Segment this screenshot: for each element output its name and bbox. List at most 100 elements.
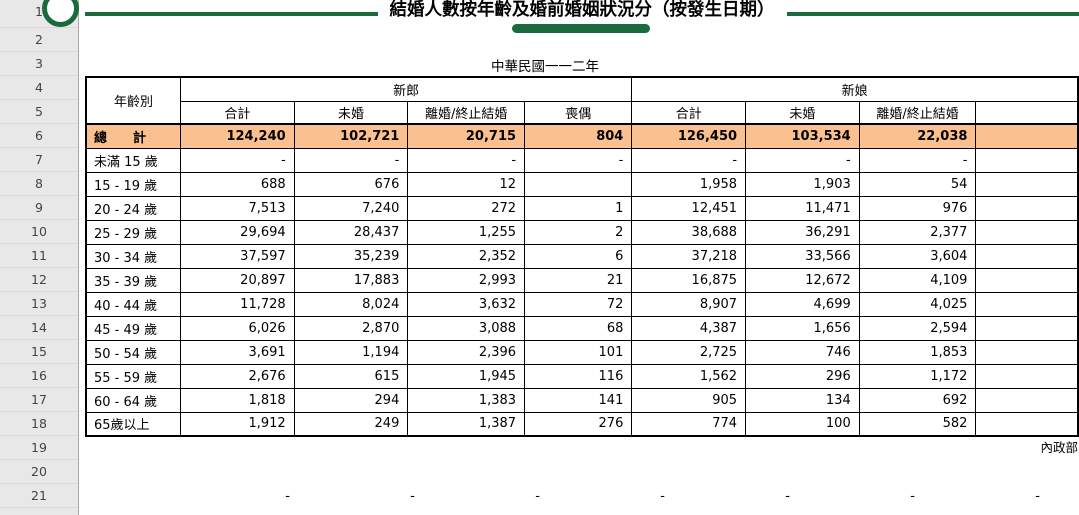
value-cell[interactable]: 746 <box>745 339 860 365</box>
age-label-cell[interactable]: 55 - 59 歲 <box>85 363 181 389</box>
age-label-cell[interactable]: 45 - 49 歲 <box>85 315 181 341</box>
column-header[interactable]: 未婚 <box>745 100 860 125</box>
value-cell[interactable]: 20,897 <box>179 267 295 293</box>
value-cell[interactable]: 101 <box>524 339 633 365</box>
row-number[interactable]: 3 <box>0 52 78 76</box>
value-cell[interactable]: 1,562 <box>631 363 747 389</box>
value-cell[interactable]: 29,694 <box>179 219 295 245</box>
value-cell[interactable]: 100 <box>745 411 860 437</box>
value-cell[interactable]: 103,534 <box>745 123 860 149</box>
age-label-cell[interactable]: 65歲以上 <box>85 411 181 437</box>
row-number[interactable]: 7 <box>0 148 78 172</box>
value-cell[interactable]: 905 <box>631 387 747 413</box>
dash-cell[interactable]: - <box>785 489 790 504</box>
value-cell[interactable]: 7,513 <box>179 195 295 221</box>
value-cell[interactable]: 249 <box>293 411 409 437</box>
value-cell[interactable]: 976 <box>858 195 977 221</box>
age-label-cell[interactable]: 35 - 39 歲 <box>85 267 181 293</box>
value-cell[interactable]: 7,240 <box>293 195 409 221</box>
age-label-cell[interactable]: 30 - 34 歲 <box>85 243 181 269</box>
column-header[interactable]: 合計 <box>631 100 747 125</box>
value-cell[interactable]: 102,721 <box>293 123 409 149</box>
value-cell[interactable]: 134 <box>745 387 860 413</box>
value-cell[interactable]: - <box>524 147 633 173</box>
value-cell[interactable]: 676 <box>293 171 409 197</box>
value-cell[interactable] <box>975 147 1079 173</box>
value-cell[interactable]: 1,853 <box>858 339 977 365</box>
value-cell[interactable]: 2,396 <box>407 339 526 365</box>
value-cell[interactable] <box>975 363 1079 389</box>
value-cell[interactable]: 3,088 <box>407 315 526 341</box>
column-header[interactable]: 離婚/終止結婚 <box>407 100 526 125</box>
value-cell[interactable]: 2,870 <box>293 315 409 341</box>
report-title[interactable]: 結婚人數按年齡及婚前婚姻狀況分（按發生日期） <box>377 0 787 23</box>
value-cell[interactable]: 294 <box>293 387 409 413</box>
value-cell[interactable]: 16,875 <box>631 267 747 293</box>
value-cell[interactable]: 1,172 <box>858 363 977 389</box>
value-cell[interactable]: 3,632 <box>407 291 526 317</box>
value-cell[interactable]: 2,352 <box>407 243 526 269</box>
row-number[interactable]: 10 <box>0 220 78 244</box>
value-cell[interactable] <box>524 171 633 197</box>
value-cell[interactable]: 2,676 <box>179 363 295 389</box>
value-cell[interactable]: - <box>179 147 295 173</box>
age-label-cell[interactable]: 15 - 19 歲 <box>85 171 181 197</box>
value-cell[interactable]: 1,958 <box>631 171 747 197</box>
value-cell[interactable]: 37,597 <box>179 243 295 269</box>
value-cell[interactable]: 4,699 <box>745 291 860 317</box>
age-label-cell[interactable]: 未滿 15 歲 <box>85 147 181 173</box>
value-cell[interactable]: 582 <box>858 411 977 437</box>
value-cell[interactable]: 2,594 <box>858 315 977 341</box>
value-cell[interactable]: 11,471 <box>745 195 860 221</box>
value-cell[interactable]: 116 <box>524 363 633 389</box>
value-cell[interactable]: 1,383 <box>407 387 526 413</box>
value-cell[interactable]: 2,993 <box>407 267 526 293</box>
row-number[interactable]: 19 <box>0 436 78 460</box>
row-number[interactable]: 8 <box>0 172 78 196</box>
row-number[interactable]: 13 <box>0 292 78 316</box>
row-number[interactable]: 11 <box>0 244 78 268</box>
value-cell[interactable]: 124,240 <box>179 123 295 149</box>
value-cell[interactable]: 36,291 <box>745 219 860 245</box>
row-number[interactable]: 4 <box>0 76 78 100</box>
value-cell[interactable]: 774 <box>631 411 747 437</box>
value-cell[interactable] <box>975 339 1079 365</box>
value-cell[interactable]: 11,728 <box>179 291 295 317</box>
value-cell[interactable]: 12,672 <box>745 267 860 293</box>
value-cell[interactable]: 276 <box>524 411 633 437</box>
value-cell[interactable]: 20,715 <box>407 123 526 149</box>
dash-cell[interactable]: - <box>535 489 540 504</box>
value-cell[interactable]: 1,818 <box>179 387 295 413</box>
value-cell[interactable] <box>975 243 1079 269</box>
value-cell[interactable] <box>975 219 1079 245</box>
value-cell[interactable] <box>975 195 1079 221</box>
value-cell[interactable]: 2,725 <box>631 339 747 365</box>
column-header[interactable]: 喪偶 <box>524 100 633 125</box>
value-cell[interactable] <box>975 411 1079 437</box>
value-cell[interactable]: 21 <box>524 267 633 293</box>
value-cell[interactable]: 12,451 <box>631 195 747 221</box>
value-cell[interactable]: 1,912 <box>179 411 295 437</box>
value-cell[interactable]: 6,026 <box>179 315 295 341</box>
value-cell[interactable]: 296 <box>745 363 860 389</box>
age-label-cell[interactable]: 60 - 64 歲 <box>85 387 181 413</box>
value-cell[interactable]: 1,255 <box>407 219 526 245</box>
age-label-cell[interactable]: 40 - 44 歲 <box>85 291 181 317</box>
value-cell[interactable]: 688 <box>179 171 295 197</box>
value-cell[interactable]: 68 <box>524 315 633 341</box>
value-cell[interactable]: 126,450 <box>631 123 747 149</box>
row-number[interactable]: 9 <box>0 196 78 220</box>
value-cell[interactable]: 141 <box>524 387 633 413</box>
age-column-header[interactable]: 年齡別 <box>85 76 181 125</box>
value-cell[interactable]: 1,903 <box>745 171 860 197</box>
value-cell[interactable]: 804 <box>524 123 633 149</box>
row-number[interactable]: 12 <box>0 268 78 292</box>
value-cell[interactable]: 3,604 <box>858 243 977 269</box>
value-cell[interactable]: 22,038 <box>858 123 977 149</box>
value-cell[interactable]: 4,109 <box>858 267 977 293</box>
value-cell[interactable]: 54 <box>858 171 977 197</box>
value-cell[interactable]: 33,566 <box>745 243 860 269</box>
row-number[interactable]: 21 <box>0 484 78 508</box>
value-cell[interactable]: 28,437 <box>293 219 409 245</box>
value-cell[interactable]: 17,883 <box>293 267 409 293</box>
